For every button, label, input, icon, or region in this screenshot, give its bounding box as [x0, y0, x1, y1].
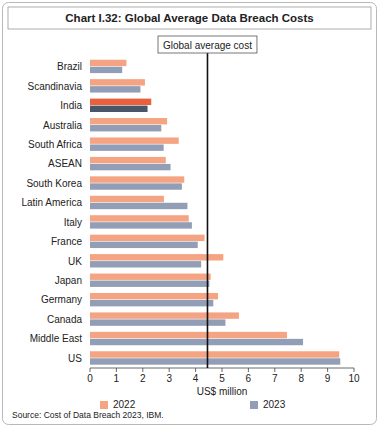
category-label: Italy [64, 217, 82, 228]
x-tick-label: 6 [246, 373, 252, 384]
bar [90, 339, 303, 345]
x-tick-label: 10 [348, 373, 360, 384]
x-tick-label: 8 [298, 373, 304, 384]
bar [90, 106, 148, 112]
bar [90, 261, 201, 267]
category-label: South Africa [28, 139, 82, 150]
bar [90, 176, 184, 182]
x-tick-label: 5 [219, 373, 225, 384]
x-tick [90, 368, 91, 372]
bar [90, 312, 239, 318]
bar [90, 242, 198, 248]
legend-swatch [250, 401, 258, 409]
bar [90, 215, 189, 221]
bar [90, 281, 209, 287]
category-label: Brazil [57, 61, 82, 72]
source: Source: Cost of Data Breach 2023, IBM. [12, 410, 164, 420]
bar [90, 86, 140, 92]
bar [90, 157, 166, 163]
category-label: Canada [47, 314, 82, 325]
category-label: US [68, 353, 82, 364]
x-tick [301, 368, 302, 372]
bars [90, 60, 340, 365]
x-tick-label: 3 [166, 373, 172, 384]
bar [90, 300, 213, 306]
x-tick-label: 4 [193, 373, 199, 384]
bar [90, 293, 218, 299]
reference-box [158, 36, 257, 53]
legend-label: 2022 [113, 399, 136, 410]
bar [90, 137, 179, 143]
bar [90, 274, 211, 280]
bar [90, 196, 164, 202]
title-box [8, 7, 371, 29]
category-label: India [60, 100, 82, 111]
bar [90, 164, 171, 170]
x-tick [327, 368, 328, 372]
category-label: Australia [43, 120, 82, 131]
x-axis-label: US$ million [197, 386, 248, 397]
chart: Chart I.32: Global Average Data Breach C… [0, 0, 379, 427]
category-label: Middle East [30, 333, 82, 344]
category-label: South Korea [26, 178, 82, 189]
x-tick [274, 368, 275, 372]
x-tick [354, 368, 355, 372]
x-tick-label: 0 [87, 373, 93, 384]
bar [90, 60, 126, 66]
category-label: France [51, 236, 83, 247]
bar [90, 319, 225, 325]
reference-line [207, 37, 209, 368]
bar [90, 79, 145, 85]
bar [90, 203, 187, 209]
bar [90, 183, 182, 189]
bar [90, 235, 205, 241]
category-label: ASEAN [48, 158, 82, 169]
x-tick-label: 7 [272, 373, 278, 384]
x-tick-label: 9 [325, 373, 331, 384]
x-tick-label: 2 [140, 373, 146, 384]
category-label: UK [68, 256, 82, 267]
category-label: Japan [55, 275, 82, 286]
legend-swatch [100, 401, 108, 409]
bar [90, 254, 223, 260]
bar [90, 118, 167, 124]
bar [90, 144, 164, 150]
category-label: Germany [41, 294, 82, 305]
legend-label: 2023 [263, 399, 286, 410]
bar [90, 222, 192, 228]
x-tick [116, 368, 117, 372]
x-tick-label: 1 [114, 373, 120, 384]
x-tick [195, 368, 196, 372]
category-label: Latin America [21, 197, 82, 208]
bar [90, 67, 122, 73]
bar [90, 351, 339, 357]
reference-label: Global average cost [163, 40, 252, 51]
frame [3, 3, 377, 425]
category-label: Scandinavia [28, 81, 83, 92]
x-tick [142, 368, 143, 372]
title: Chart I.32: Global Average Data Breach C… [65, 12, 313, 24]
bar [90, 125, 161, 131]
bar [90, 358, 340, 364]
x-tick [222, 368, 223, 372]
x-tick [169, 368, 170, 372]
bar [90, 332, 287, 338]
x-tick [248, 368, 249, 372]
bar [90, 99, 151, 105]
